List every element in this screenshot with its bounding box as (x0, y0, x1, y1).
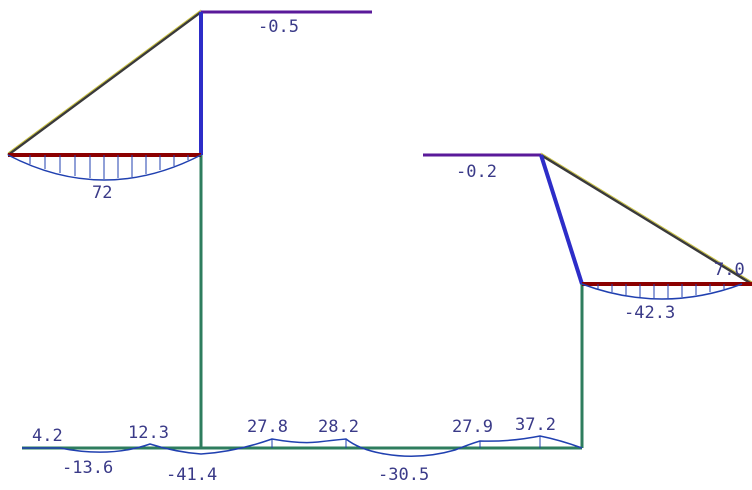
bottom-moment-curve (22, 435, 583, 457)
left-diagonal-highlight (7, 9, 202, 154)
label-bottom-1: 4.2 (32, 426, 63, 446)
bottom-curve-ticks (271, 436, 541, 448)
left-diagonal-line (7, 10, 202, 157)
label-bottom-8: 27.9 (452, 417, 493, 437)
label-bottom-4: -41.4 (166, 465, 217, 485)
label-left-beam: 72 (92, 183, 112, 203)
label-bottom-9: 37.2 (515, 415, 556, 435)
left-beam-moment-curve (7, 154, 202, 181)
label-right-edge: 7.0 (714, 260, 745, 280)
label-bottom-3: 12.3 (128, 423, 169, 443)
label-bottom-6: 28.2 (318, 417, 359, 437)
left-beam-hatching (29, 155, 189, 179)
label-bottom-2: -13.6 (62, 458, 113, 478)
label-bottom-7: -30.5 (378, 465, 429, 485)
right-beam-moment-curve (581, 283, 743, 300)
label-top-left: -0.5 (258, 17, 299, 37)
right-diagonal-line (540, 153, 752, 286)
label-right-beam: -42.3 (624, 303, 675, 323)
label-right-top: -0.2 (456, 162, 497, 182)
right-diagonal-highlight (540, 152, 752, 283)
right-beam-hatching (597, 284, 725, 298)
label-bottom-5: 27.8 (247, 417, 288, 437)
right-inclined-column (539, 154, 584, 285)
